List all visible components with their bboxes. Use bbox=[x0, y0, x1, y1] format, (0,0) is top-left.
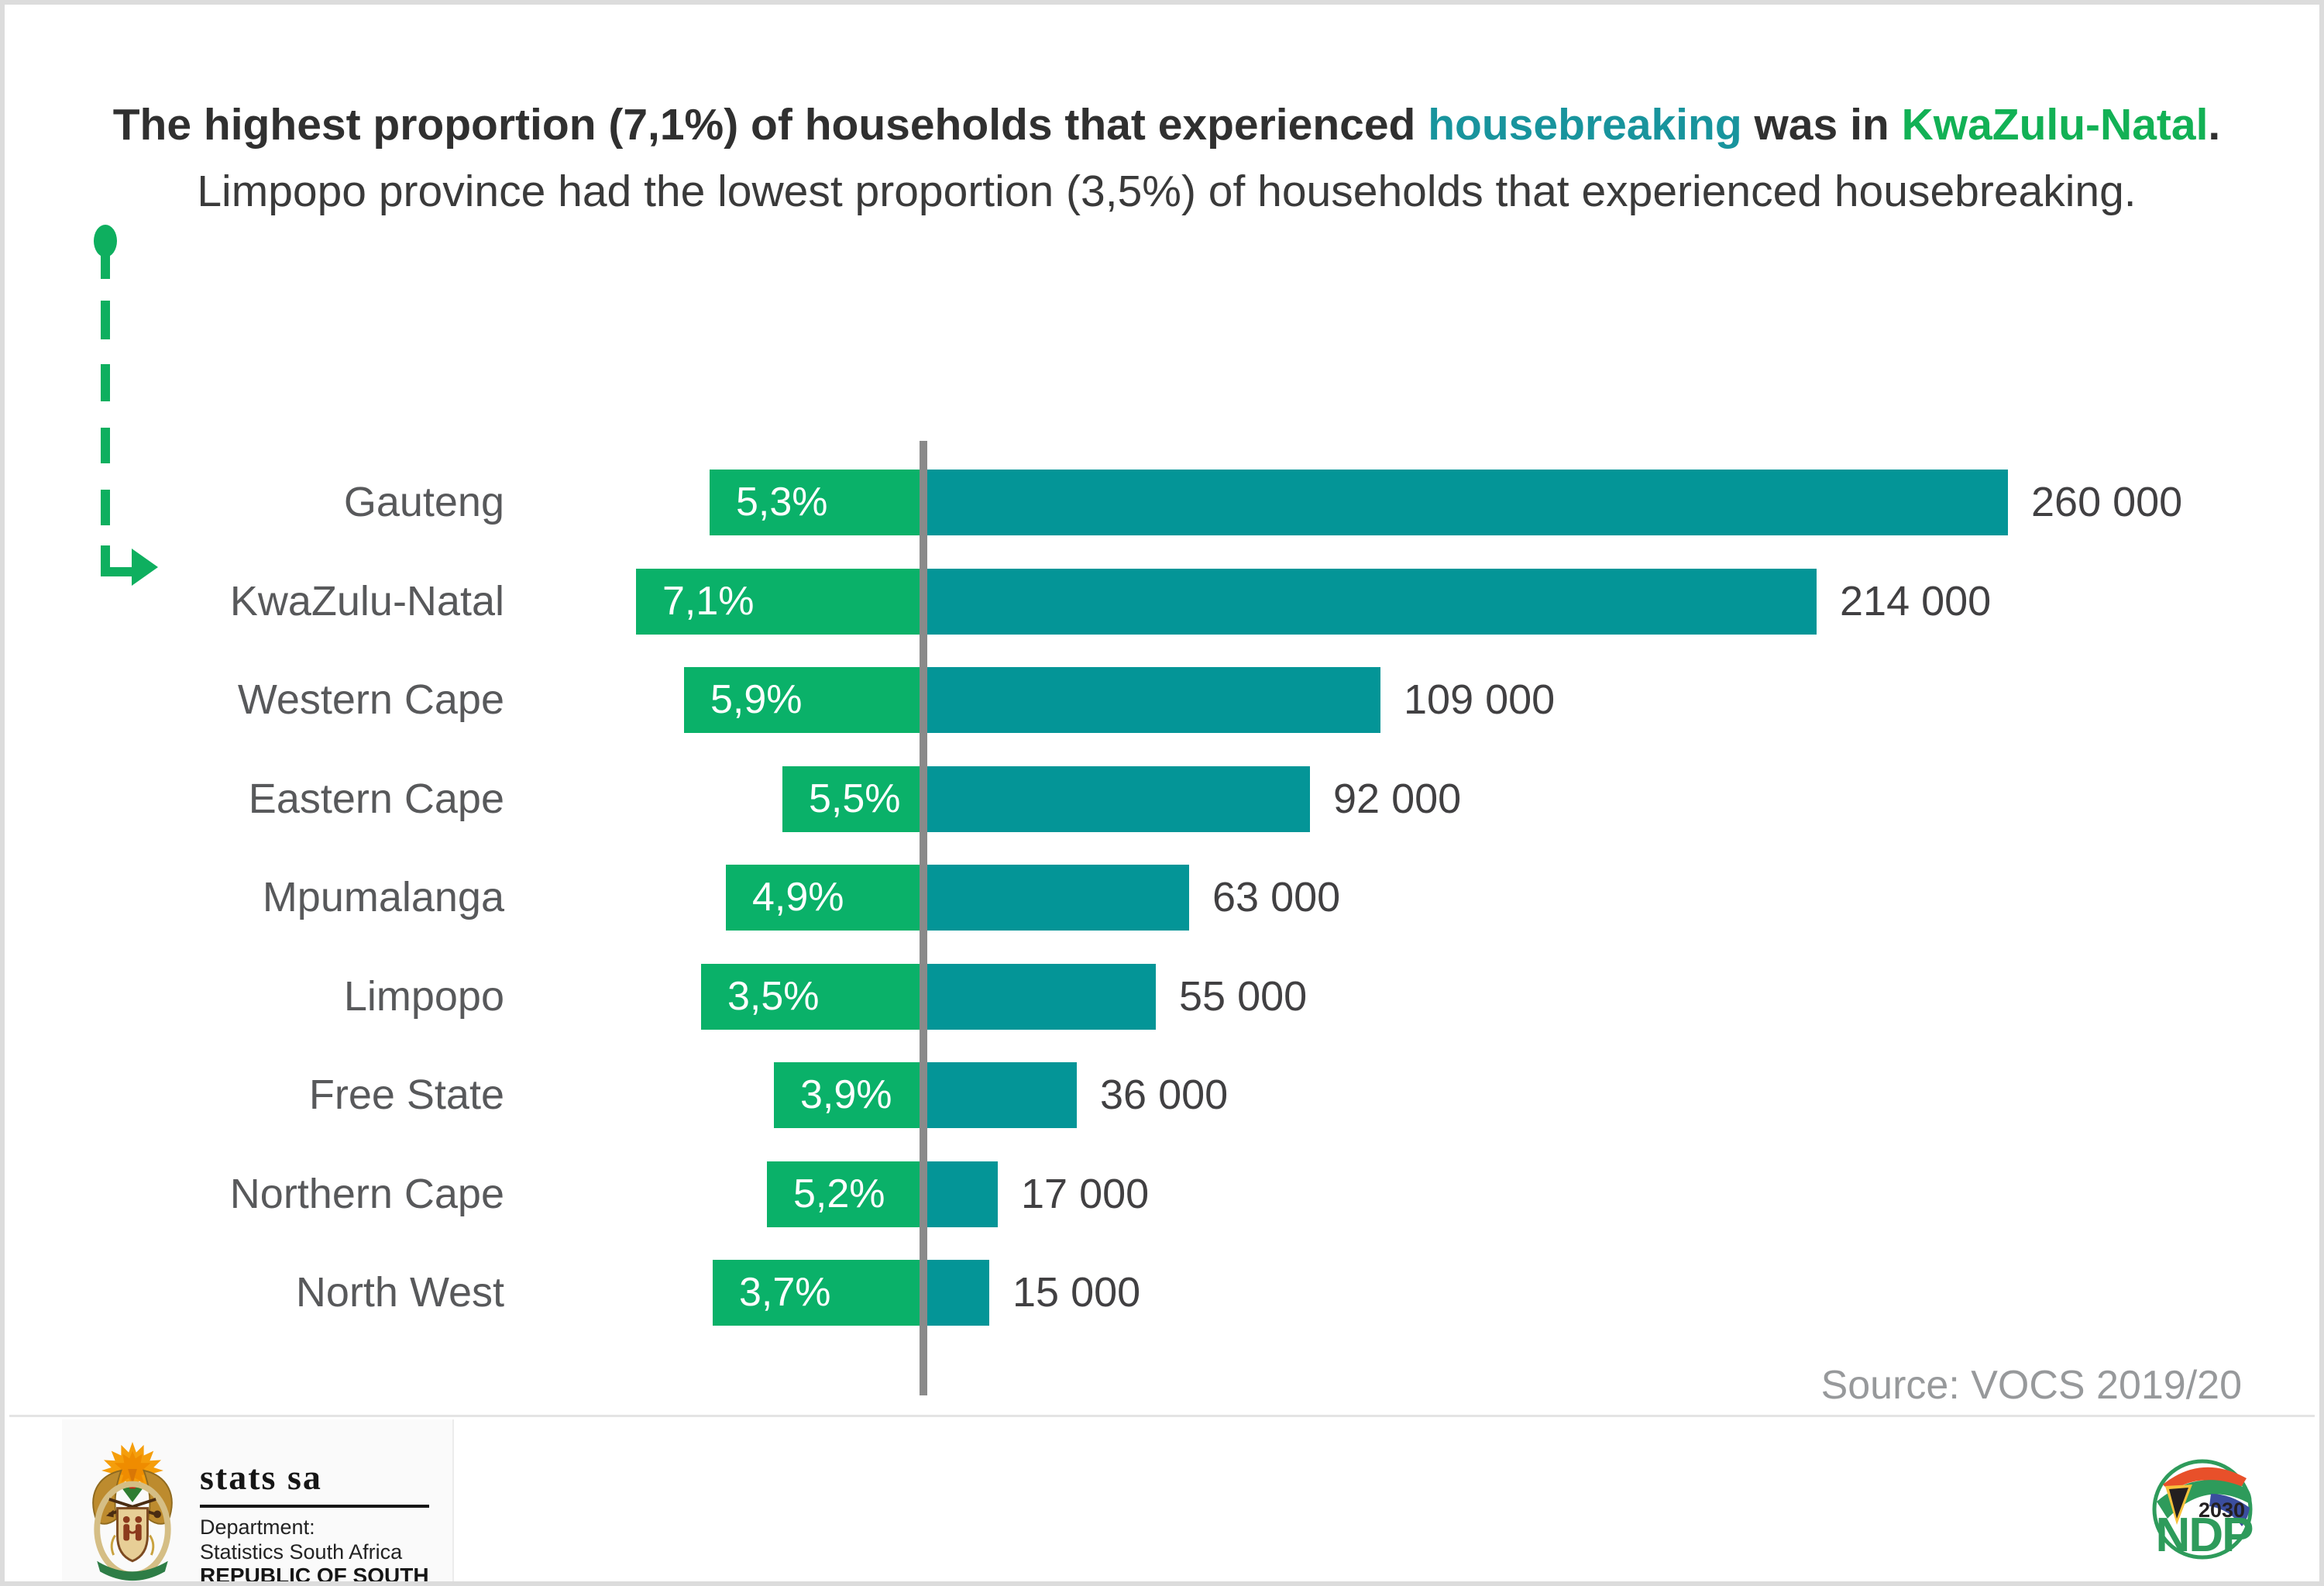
axis-baseline bbox=[920, 441, 927, 1395]
count-bar bbox=[927, 1260, 989, 1326]
count-value-label: 260 000 bbox=[2031, 479, 2183, 525]
title-segment: housebreaking bbox=[1428, 100, 1742, 150]
percent-bar: 3,5% bbox=[701, 963, 920, 1030]
percent-value-label: 3,5% bbox=[727, 973, 820, 1019]
percent-value-label: 5,2% bbox=[793, 1171, 885, 1216]
percent-value-label: 5,9% bbox=[710, 677, 803, 722]
count-value-label: 15 000 bbox=[1012, 1269, 1141, 1316]
percent-value-label: 5,5% bbox=[809, 776, 901, 821]
count-bar bbox=[927, 1161, 998, 1227]
category-label-limpopo: Limpopo bbox=[343, 972, 504, 1020]
category-label-north-west: North West bbox=[295, 1269, 504, 1316]
count-bar bbox=[927, 470, 2008, 535]
percent-bar: 5,2% bbox=[767, 1161, 920, 1227]
count-value-label: 214 000 bbox=[1840, 577, 1992, 624]
title-segment: KwaZulu-Natal bbox=[1901, 100, 2209, 150]
percent-bar: 5,9% bbox=[684, 667, 920, 733]
title-segment: Limpopo province had the lowest proporti… bbox=[197, 167, 2137, 216]
count-bar bbox=[927, 667, 1380, 733]
percent-value-label: 3,9% bbox=[800, 1072, 892, 1117]
percent-bar: 3,7% bbox=[713, 1260, 920, 1326]
statssa-logo-block: stats sa Department: Statistics South Af… bbox=[62, 1419, 454, 1586]
count-bar bbox=[927, 1062, 1077, 1128]
percent-value-label: 7,1% bbox=[662, 578, 755, 624]
title-segment: . bbox=[2208, 100, 2221, 150]
count-bar bbox=[927, 568, 1817, 635]
statssa-wordmark: stats sa bbox=[200, 1457, 322, 1497]
ndp-2030-logo: 2030 NDP bbox=[2152, 1459, 2254, 1562]
count-value-label: 36 000 bbox=[1100, 1072, 1229, 1118]
count-value-label: 109 000 bbox=[1404, 676, 1556, 723]
percent-bar: 4,9% bbox=[726, 865, 920, 931]
source-note: Source: VOCS 2019/20 bbox=[1820, 1363, 2242, 1408]
count-bar bbox=[927, 963, 1156, 1030]
department-label: Department: bbox=[200, 1515, 315, 1539]
department-name: Statistics South Africa bbox=[200, 1540, 403, 1564]
percent-bar: 5,3% bbox=[710, 470, 920, 535]
category-label-eastern-cape: Eastern Cape bbox=[248, 775, 504, 822]
category-label-western-cape: Western Cape bbox=[237, 676, 504, 723]
category-label-kwazulu-natal: KwaZulu-Natal bbox=[229, 577, 504, 624]
wordmark-rule bbox=[200, 1505, 429, 1508]
coat-of-arms-icon bbox=[92, 1441, 173, 1581]
count-bar bbox=[927, 865, 1189, 931]
title-segment: was in bbox=[1741, 100, 1902, 150]
percent-value-label: 5,3% bbox=[736, 480, 828, 525]
count-bar bbox=[927, 765, 1310, 832]
republic-label: REPUBLIC OF SOUTH AFRICA bbox=[200, 1564, 429, 1586]
ndp-year-label: 2030 bbox=[2199, 1498, 2245, 1522]
count-value-label: 92 000 bbox=[1333, 775, 1462, 822]
kwazulu-natal-pointer-icon bbox=[94, 225, 158, 586]
percent-bar: 7,1% bbox=[636, 568, 920, 635]
count-value-label: 63 000 bbox=[1212, 874, 1341, 920]
footer-divider bbox=[9, 1415, 2315, 1417]
percent-value-label: 3,7% bbox=[739, 1270, 831, 1315]
percent-bar: 5,5% bbox=[782, 765, 920, 832]
percent-value-label: 4,9% bbox=[752, 875, 844, 920]
ndp-acronym-label: NDP bbox=[2156, 1509, 2254, 1562]
title-segment: The highest proportion (7,1%) of househo… bbox=[112, 100, 1428, 150]
category-label-gauteng: Gauteng bbox=[343, 479, 504, 525]
count-value-label: 55 000 bbox=[1179, 972, 1308, 1020]
page-title: The highest proportion (7,1%) of househo… bbox=[98, 91, 2236, 225]
category-label-mpumalanga: Mpumalanga bbox=[262, 874, 504, 920]
count-value-label: 17 000 bbox=[1021, 1170, 1150, 1217]
percent-bar: 3,9% bbox=[774, 1062, 920, 1128]
category-label-free-state: Free State bbox=[308, 1072, 504, 1118]
category-label-northern-cape: Northern Cape bbox=[229, 1170, 504, 1217]
